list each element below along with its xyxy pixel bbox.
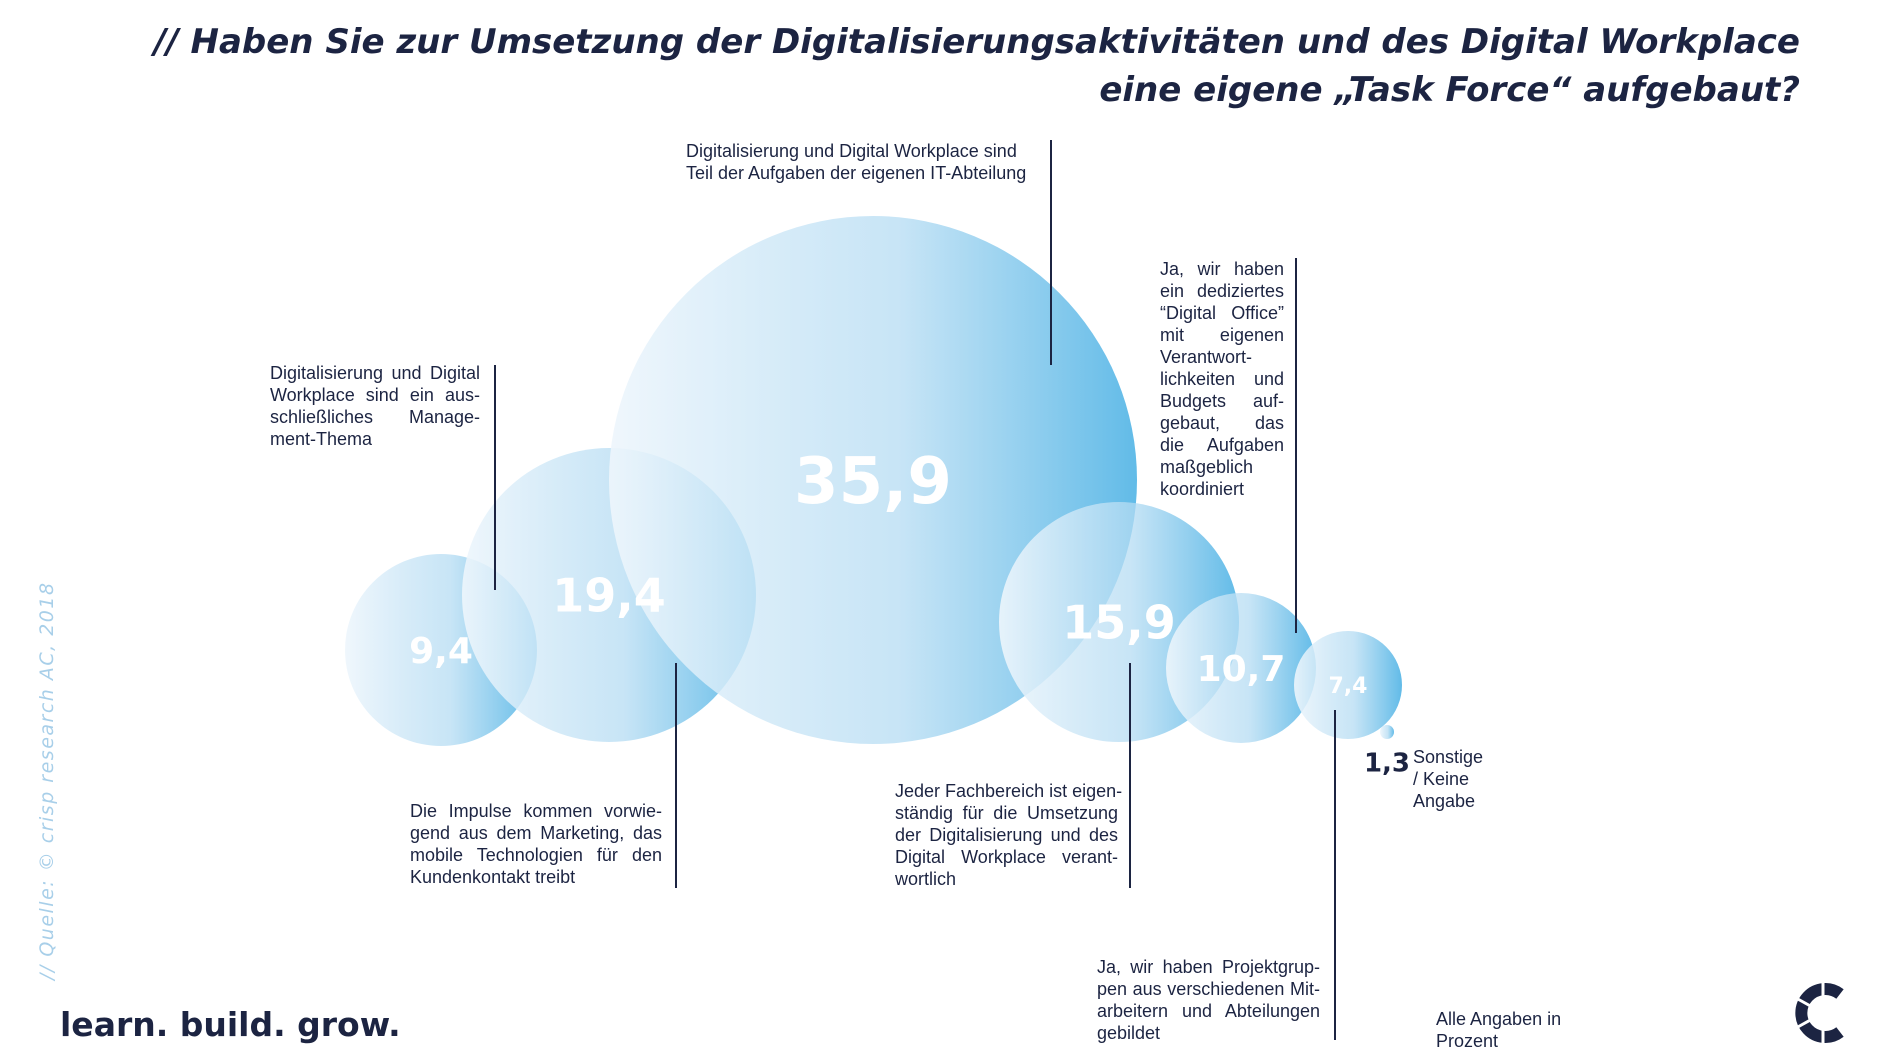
bubble-label-line: Die Impulse kommen vorwie- [410, 801, 662, 821]
bubble-6 [1294, 631, 1402, 739]
bubble-label-line: schließliches Manage- [270, 407, 480, 427]
bubble-label-2: Die Impulse kommen vorwie-gend aus dem M… [410, 800, 662, 888]
bubble-label-line: Sonstige [1413, 747, 1484, 767]
bubble-value-6: 7,4 [1329, 674, 1368, 699]
crisp-logo-icon [1795, 982, 1844, 1044]
bubble-value-5: 10,7 [1197, 649, 1286, 690]
bubble-label-line: arbeitern und Abteilungen [1097, 1001, 1320, 1021]
bubble-label-3: Digitalisierung und Digital Workplace si… [686, 140, 1036, 184]
bubble-label-line: der Digitalisierung und des [895, 825, 1118, 845]
bubble-label-line: Digital Workplace verant- [895, 847, 1118, 867]
bubble-label-line: Ja, wir haben [1160, 259, 1284, 279]
bubble-label-line: ein dediziertes [1160, 281, 1284, 301]
bubble-value-7: 1,3 [1364, 748, 1410, 778]
bubble-label-line: / Keine [1413, 769, 1470, 789]
bubble-label-line: ment-Thema [270, 429, 373, 449]
bubble-7 [1380, 725, 1394, 739]
bubble-label-line: gebaut, das [1160, 413, 1284, 433]
bubble-label-line: pen aus verschiedenen Mit- [1097, 979, 1320, 999]
bubble-label-line: Teil der Aufgaben der eigenen IT-Abteilu… [686, 163, 1027, 183]
bubble-label-5: Ja, wir haben ein dediziertes “Digital Off… [1160, 258, 1284, 500]
bubble-value-4: 15,9 [1062, 596, 1176, 650]
bubble-value-2: 19,4 [552, 569, 666, 623]
bubble-label-1: Digitalisierung und Digital Workplace sin… [270, 362, 480, 450]
bubble-label-line: gend aus dem Marketing, das [410, 823, 662, 843]
bubble-label-line: mit eigenen [1160, 325, 1284, 345]
bubble-label-line: ständig für die Umsetzung [895, 803, 1118, 823]
bubble-label-4: Jeder Fachbereich ist eigen-ständig für … [895, 780, 1123, 890]
unit-note-line-1: Alle Angaben in [1436, 1009, 1562, 1029]
source-note: // Quelle: © crisp research AC, 2018 [36, 581, 58, 980]
bubble-label-line: gebildet [1097, 1023, 1161, 1043]
bubble-label-line: “Digital Office” [1160, 303, 1284, 323]
bubble-label-line: Verantwort- [1160, 347, 1253, 367]
bubble-value-1: 9,4 [409, 631, 473, 672]
unit-note-line-2: Prozent [1436, 1031, 1499, 1051]
bubble-label-line: Digitalisierung und Digital Workplace si… [686, 141, 1017, 161]
bubble-label-line: Ja, wir haben Projektgrup- [1097, 957, 1320, 977]
bubble-label-line: mobile Technologien für den [410, 845, 662, 865]
bubble-label-line: Angabe [1413, 791, 1476, 811]
slogan: learn. build. grow. [60, 1005, 401, 1044]
bubble-label-line: die Aufgaben [1160, 435, 1284, 455]
page-title: // Haben Sie zur Umsetzung der Digitalis… [100, 18, 1800, 114]
bubble-label-line: Kundenkontakt treibt [410, 867, 576, 887]
bubble-label-line: Workplace sind ein aus- [270, 385, 480, 405]
bubble-label-line: lichkeiten und [1160, 369, 1284, 389]
bubble-label-line: Digitalisierung und Digital [270, 363, 480, 383]
bubble-label-line: Budgets auf- [1160, 391, 1284, 411]
bubble-5 [1166, 593, 1316, 743]
bubble-label-7: Sonstige / Keine Angabe [1413, 746, 1503, 812]
bubble-label-6: Ja, wir haben Projektgrup-pen aus versch… [1097, 956, 1320, 1044]
bubble-value-3: 35,9 [794, 445, 952, 519]
bubble-label-line: wortlich [895, 869, 957, 889]
unit-note: Alle Angaben in Prozent [1436, 1008, 1561, 1052]
title-line-1: // Haben Sie zur Umsetzung der Digitalis… [153, 22, 1800, 62]
bubble-label-line: maßgeblich [1160, 457, 1254, 477]
bubble-label-line: koordiniert [1160, 479, 1245, 499]
title-line-2: eine eigene „Task Force“ aufgebaut? [1099, 70, 1800, 110]
bubble-label-line: Jeder Fachbereich ist eigen- [895, 781, 1123, 801]
